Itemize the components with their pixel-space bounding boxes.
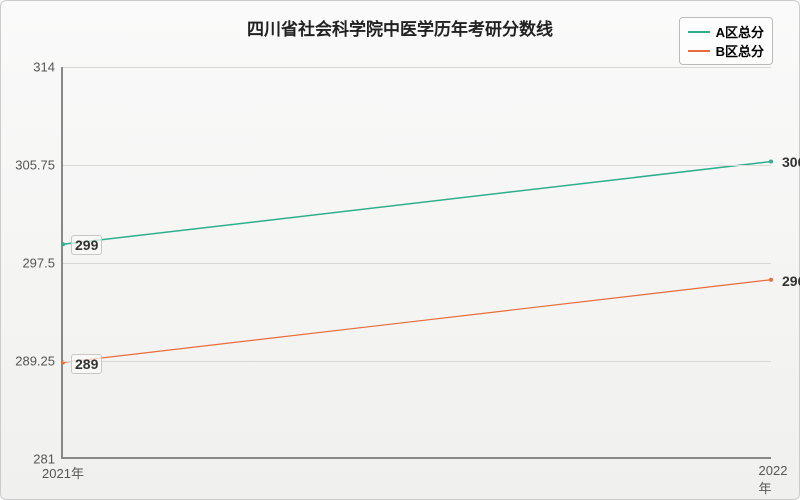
x-tick-label: 2021年: [42, 457, 84, 482]
legend-label-b: B区总分: [716, 41, 764, 60]
legend-item-b: B区总分: [688, 41, 764, 60]
series-marker: [769, 160, 773, 164]
point-label: 306: [779, 153, 800, 171]
grid-line: [63, 67, 771, 68]
grid-line: [63, 263, 771, 264]
y-tick-label: 297.5: [22, 256, 63, 271]
legend-label-a: A区总分: [716, 22, 764, 41]
point-label: 289: [71, 354, 102, 374]
series-marker: [769, 278, 773, 282]
y-tick-label: 289.25: [15, 354, 63, 369]
grid-line: [63, 165, 771, 166]
legend: A区总分 B区总分: [679, 17, 773, 65]
series-line: [63, 280, 771, 363]
legend-swatch-a: [688, 31, 710, 33]
series-marker: [61, 242, 65, 246]
lines-svg: [63, 67, 771, 457]
grid-line: [63, 361, 771, 362]
plot-area: 281289.25297.5305.753142021年2022年2993062…: [61, 67, 771, 459]
point-label: 296: [779, 272, 800, 290]
chart-container: 四川省社会科学院中医学历年考研分数线 A区总分 B区总分 281289.2529…: [0, 0, 800, 500]
series-line: [63, 162, 771, 245]
y-tick-label: 305.75: [15, 158, 63, 173]
chart-title: 四川省社会科学院中医学历年考研分数线: [247, 15, 553, 40]
y-tick-label: 314: [33, 60, 63, 75]
legend-swatch-b: [688, 50, 710, 52]
point-label: 299: [71, 235, 102, 255]
x-tick-label: 2022年: [759, 457, 788, 497]
legend-item-a: A区总分: [688, 22, 764, 41]
